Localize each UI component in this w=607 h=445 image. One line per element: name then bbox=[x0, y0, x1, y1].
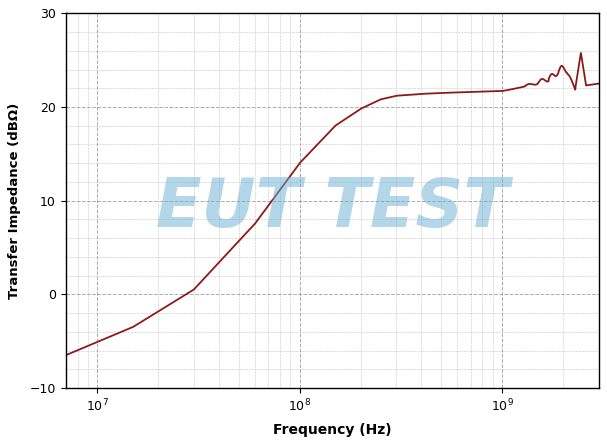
Y-axis label: Transfer Impedance (dBΩ): Transfer Impedance (dBΩ) bbox=[8, 102, 21, 299]
X-axis label: Frequency (Hz): Frequency (Hz) bbox=[273, 423, 392, 437]
Text: EUT TEST: EUT TEST bbox=[156, 175, 509, 241]
